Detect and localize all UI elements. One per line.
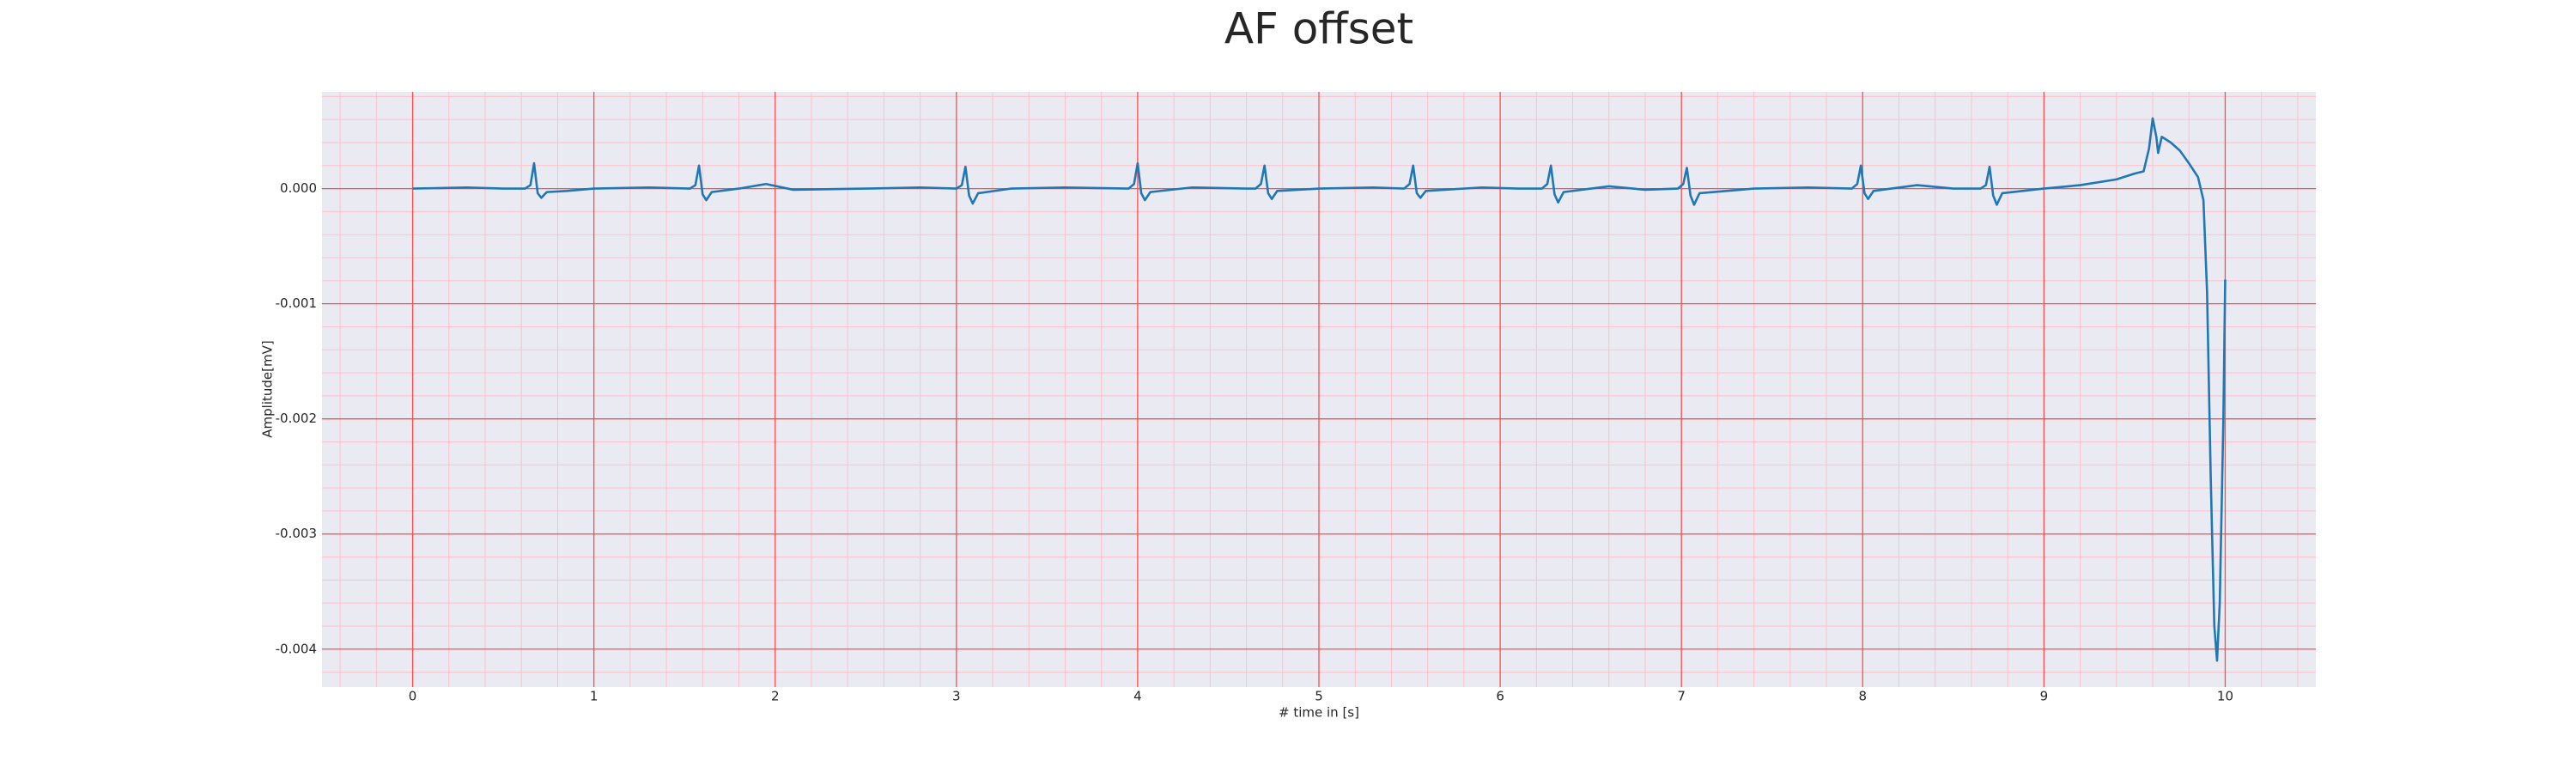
signal-line: [412, 117, 2227, 662]
series: [412, 117, 2227, 662]
y-tick-label: -0.001: [276, 295, 317, 311]
x-tick-label: 1: [590, 689, 598, 704]
y-axis-label: Amplitude[mV]: [260, 340, 276, 437]
chart-title: AF offset: [1224, 4, 1413, 54]
y-tick-label: -0.002: [276, 411, 317, 426]
x-tick-label: 6: [1496, 689, 1504, 704]
y-tick-label: -0.003: [276, 526, 317, 541]
y-tick-label: -0.004: [276, 641, 317, 656]
y-tick-label: 0.000: [280, 180, 317, 196]
x-tick-label: 5: [1315, 689, 1323, 704]
tick-labels: 0 1 2 3 4 5 6 7 8 9 10 0.000 -0.001 -0.002 -0.003 -0.00…: [276, 180, 2233, 703]
x-tick-label: 0: [409, 689, 417, 704]
x-axis-label: # time in [s]: [1279, 705, 1359, 721]
x-tick-label: 7: [1677, 689, 1686, 704]
x-tick-label: 10: [2217, 689, 2233, 704]
x-tick-label: 2: [771, 689, 780, 704]
x-tick-label: 3: [952, 689, 961, 704]
x-tick-label: 4: [1133, 689, 1142, 704]
x-tick-label: 9: [2040, 689, 2049, 704]
x-tick-label: 8: [1858, 689, 1867, 704]
